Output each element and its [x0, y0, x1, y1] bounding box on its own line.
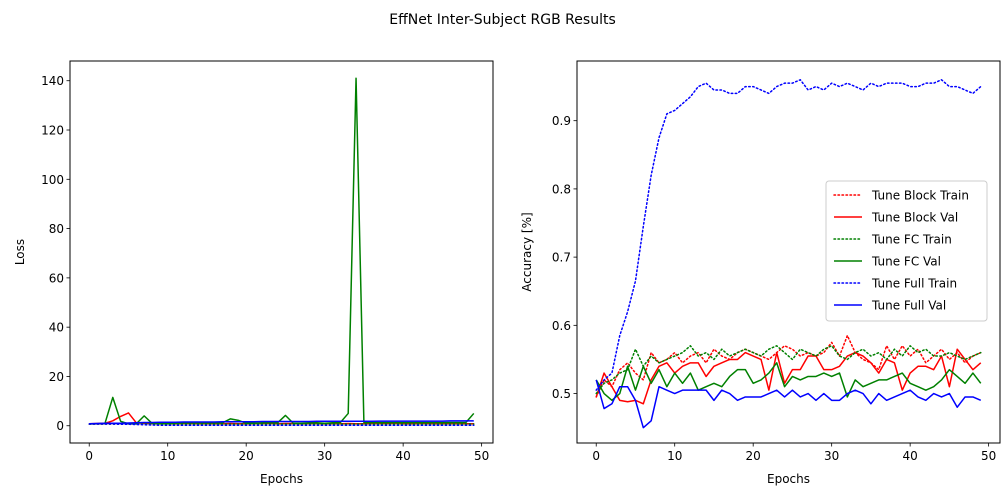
accuracy-ytick-label: 0.7 — [552, 251, 571, 265]
legend-label-tune-full-train: Tune Full Train — [871, 277, 957, 291]
accuracy-series-tune-full-train — [595, 79, 982, 391]
accuracy-ytick-label: 0.6 — [552, 319, 571, 333]
legend-label-tune-full-val: Tune Full Val — [871, 299, 946, 313]
accuracy-panel: 0 10 20 30 40 50 0.5 0.6 0.7 0.8 0.9 Epochs Accura… — [520, 60, 1001, 486]
loss-panel: 0 10 20 30 40 50 0 20 40 60 80 100 120 140 Epochs Los… — [13, 60, 494, 486]
accuracy-xtick-label: 0 — [592, 449, 600, 463]
legend-label-tune-block-train: Tune Block Train — [871, 189, 969, 203]
accuracy-series-tune-fc-train — [595, 345, 982, 395]
loss-xlabel: Epochs — [260, 472, 303, 486]
loss-xtick-label: 20 — [239, 449, 254, 463]
figure-title: EffNet Inter-Subject RGB Results — [389, 12, 616, 28]
accuracy-series-tune-block-val — [595, 348, 982, 405]
legend: Tune Block Train Tune Block Val Tune FC Tr… — [825, 180, 988, 322]
loss-series-tune-fc-val — [89, 77, 475, 425]
loss-ytick-label: 100 — [41, 173, 64, 187]
accuracy-xtick-label: 50 — [981, 449, 996, 463]
legend-label-tune-fc-train: Tune FC Train — [871, 233, 952, 247]
accuracy-xtick-label: 10 — [667, 449, 682, 463]
accuracy-ylabel: Accuracy [%] — [520, 212, 534, 291]
accuracy-series-tune-full-val — [595, 379, 982, 429]
accuracy-series-layer — [595, 79, 982, 429]
accuracy-xtick-label: 40 — [903, 449, 918, 463]
loss-ticks-layer: 0 10 20 30 40 50 0 20 40 60 80 100 120 140 — [41, 74, 489, 463]
loss-series-tune-full-train — [88, 423, 475, 427]
loss-ytick-label: 80 — [49, 222, 64, 236]
loss-ylabel: Loss — [13, 239, 27, 265]
accuracy-xtick-label: 20 — [746, 449, 761, 463]
loss-xtick-label: 40 — [396, 449, 411, 463]
accuracy-series-tune-fc-val — [595, 362, 982, 402]
loss-xtick-label: 50 — [474, 449, 489, 463]
loss-ytick-label: 0 — [56, 419, 64, 433]
legend-label-tune-block-val: Tune Block Val — [871, 211, 958, 225]
accuracy-plot-frame — [576, 60, 1001, 444]
loss-xtick-label: 30 — [317, 449, 332, 463]
accuracy-xtick-label: 30 — [824, 449, 839, 463]
loss-ytick-label: 120 — [41, 124, 64, 138]
loss-ytick-label: 140 — [41, 74, 64, 88]
legend-box — [825, 180, 988, 322]
accuracy-ytick-label: 0.5 — [552, 387, 571, 401]
legend-label-tune-fc-val: Tune FC Val — [871, 255, 941, 269]
accuracy-ticks-layer: 0 10 20 30 40 50 0.5 0.6 0.7 0.8 0.9 — [552, 114, 996, 463]
loss-ytick-label: 40 — [49, 321, 64, 335]
loss-xtick-label: 10 — [160, 449, 175, 463]
loss-plot-frame — [69, 60, 494, 444]
loss-series-layer — [88, 77, 475, 427]
accuracy-xlabel: Epochs — [767, 472, 810, 486]
accuracy-ytick-label: 0.8 — [552, 182, 571, 196]
loss-ytick-label: 60 — [49, 271, 64, 285]
loss-series-tune-full-val — [89, 420, 474, 425]
accuracy-ytick-label: 0.9 — [552, 114, 571, 128]
loss-ytick-label: 20 — [49, 370, 64, 384]
loss-xtick-label: 0 — [85, 449, 93, 463]
